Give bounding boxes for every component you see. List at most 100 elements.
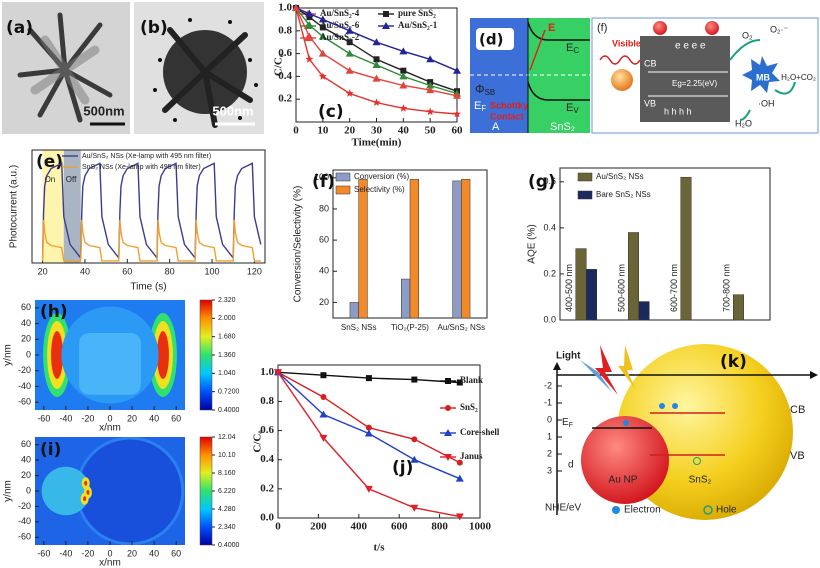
cb-label: CB (644, 58, 657, 68)
field-map (35, 300, 185, 410)
x-tick-label: 100 (205, 266, 220, 276)
legend-label: Au/SnS₂-1 (398, 20, 438, 30)
y-tick-label: 60 (21, 302, 31, 312)
superoxide-label: O₂·⁻ (770, 24, 788, 34)
marker (453, 91, 461, 99)
x-tick-label: 60 (171, 413, 181, 423)
marker (373, 56, 380, 63)
series-line (277, 371, 461, 464)
x-axis-label: x/nm (99, 423, 121, 434)
axis-label: NHE/eV (545, 503, 581, 514)
hotspot (84, 480, 88, 486)
y-tick-label: 0.6 (278, 47, 292, 59)
colorbar-label: 12.04 (218, 434, 236, 441)
energy-tick-label: 2 (547, 448, 552, 458)
marker (364, 429, 373, 437)
colorbar-label: 6.220 (218, 488, 236, 495)
marker (305, 9, 314, 17)
x-tick-label: 20 (127, 413, 137, 423)
energy-tick-label: 3 (547, 465, 552, 475)
bar (401, 278, 411, 319)
hotspot (86, 490, 90, 496)
contact-label: Contact (490, 111, 524, 121)
legend-marker (383, 11, 389, 17)
x-tick-label: 0 (275, 521, 281, 533)
marker (400, 67, 407, 74)
marker (372, 74, 381, 82)
marker (306, 14, 313, 21)
au-label: Au NP (609, 475, 638, 486)
bar (452, 180, 462, 319)
core (41, 466, 91, 516)
bar (349, 302, 359, 319)
y-tick-label: 60 (21, 439, 31, 449)
x-tick-label: 20 (127, 548, 137, 558)
legend-label: Au/SnS₂ NSs (596, 172, 644, 181)
marker (453, 109, 461, 118)
legend-label: Au/SnS₂-4 (320, 8, 360, 18)
y-axis-label: C/C₀ (273, 53, 285, 76)
x-tick-label: -40 (59, 548, 72, 558)
y-tick-label: 40 (319, 266, 329, 276)
y-tick-label: 0.2 (278, 93, 292, 105)
colorbar-label: 1.360 (218, 352, 236, 359)
x-tick-label: 0 (107, 548, 112, 558)
y-axis-label: Photocurrent (a.u.) (9, 165, 20, 248)
panel-label: (d) (479, 31, 503, 49)
y-tick-label: -60 (18, 397, 31, 407)
panel-a: 500nm (a) (2, 2, 130, 134)
marker (345, 26, 354, 34)
bar (461, 179, 471, 319)
marker (292, 4, 300, 11)
semiconductor-label: SnS₂ (550, 121, 575, 133)
x-axis-label: x/nm (99, 558, 121, 568)
hotspot (156, 331, 169, 379)
scale-label: 500nm (83, 103, 124, 118)
panel-label: (c) (318, 102, 344, 122)
x-tick-label: 400 (351, 521, 368, 533)
marker (319, 434, 328, 442)
x-tick-label: 60 (452, 125, 464, 137)
y-tick-label: -60 (18, 532, 31, 542)
legend-marker (445, 405, 451, 411)
shaded-region (42, 150, 64, 263)
marker (372, 61, 381, 68)
colorbar-label: 2.000 (218, 315, 236, 322)
y-axis-label: C/C₀ (252, 430, 264, 453)
x-tick-label: 200 (310, 521, 327, 533)
panel-label: (b) (140, 18, 168, 38)
y-tick-label: 60 (319, 234, 329, 244)
light-label: Light (556, 351, 581, 362)
category-label: 500-600 nm (617, 264, 627, 312)
colorbar (199, 436, 213, 546)
panel-label: (a) (6, 18, 33, 38)
legend-label: Au/SnS₂ NSs (Xe-lamp with 495 nm filter) (82, 153, 211, 160)
arrow-label: E (548, 22, 555, 34)
x-tick-label: 20 (38, 266, 48, 276)
legend-label: SnS₂ NSs (Xe-lamp with 495 nm filter) (82, 164, 201, 171)
x-axis-label: Time(min) (352, 137, 402, 149)
barrier-sub: SB (485, 88, 496, 97)
marker (455, 513, 464, 521)
energy-tick-label: 0 (547, 414, 552, 424)
series-line (277, 371, 460, 518)
x-tick-label: -20 (81, 548, 94, 558)
colorbar-label: 10.10 (218, 452, 236, 459)
dye-star (742, 56, 780, 93)
inset-label: (f) (597, 22, 607, 34)
panel-label: (h) (40, 302, 68, 322)
marker (426, 86, 435, 94)
hotspot (83, 496, 87, 502)
marker (319, 410, 328, 418)
x-tick-label: 20 (344, 125, 356, 137)
colorbar-label: 0.4000 (218, 407, 240, 414)
panel-label: (j) (392, 458, 413, 478)
marker (456, 459, 463, 466)
products-label: H₂O+CO₂ (781, 73, 816, 82)
series-line (41, 219, 261, 262)
y-tick-label: 80 (319, 203, 329, 213)
y-axis-label: Conversion/Selectivity (%) (293, 186, 304, 303)
y-tick-label: 0.6 (260, 424, 274, 436)
region-label: Off (66, 175, 77, 184)
